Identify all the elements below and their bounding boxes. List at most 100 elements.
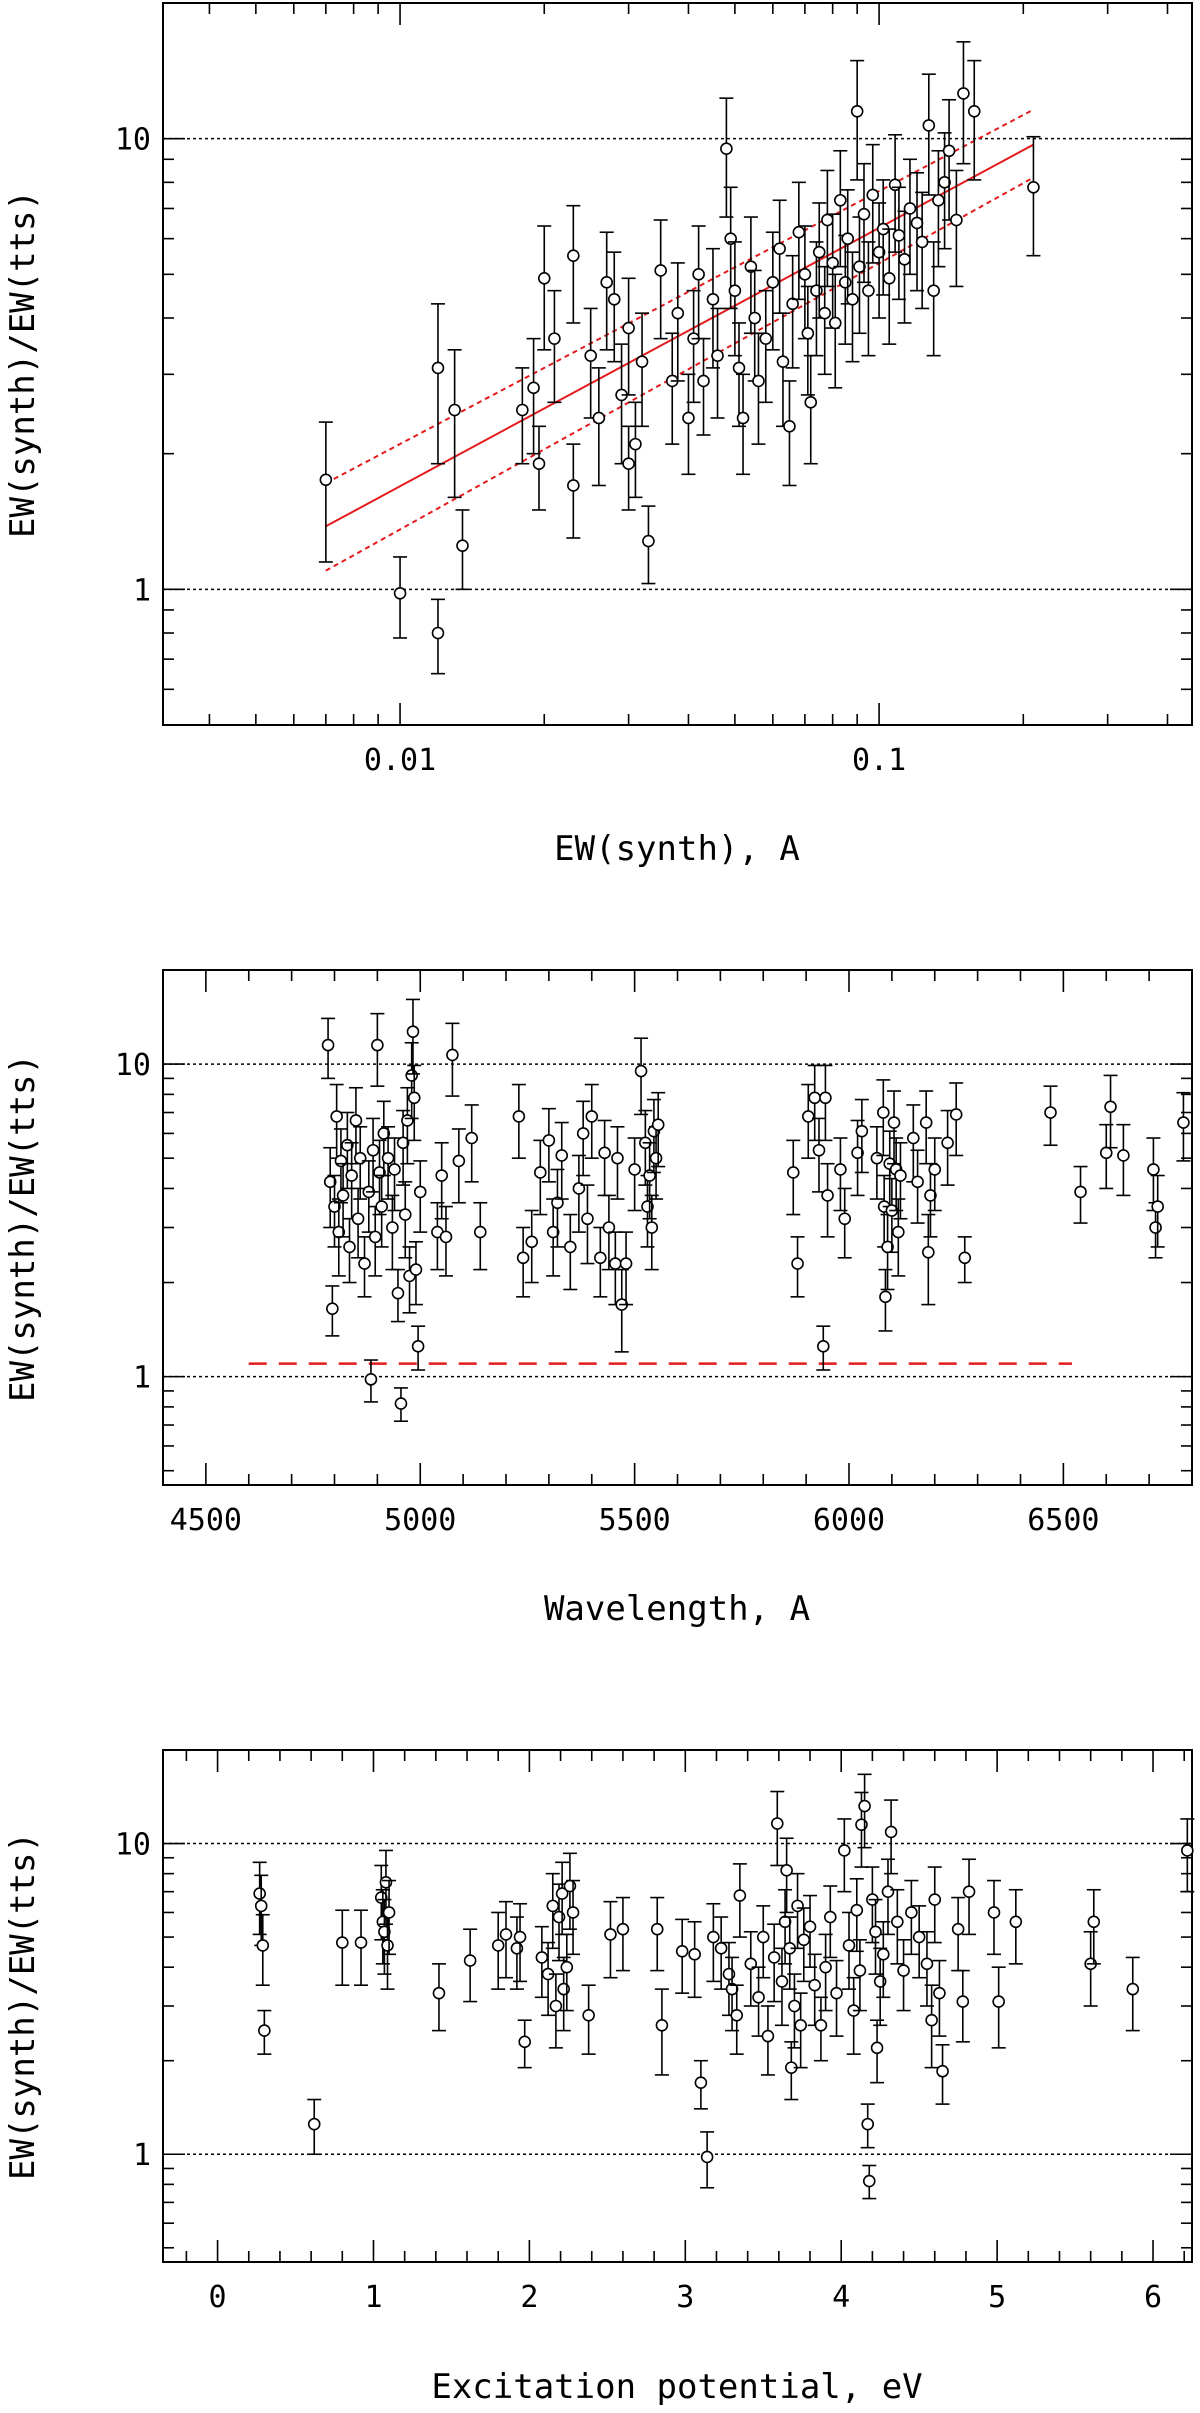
panel-wavelength: 1 10 4500 5000 5500 6000 6500 Wavelength, A EW…: [3, 969, 1193, 1629]
point-marker: [783, 420, 796, 433]
data-point: [842, 1911, 856, 1990]
point-marker: [473, 1225, 487, 1239]
point-marker: [870, 1151, 884, 1165]
point-marker: [707, 1930, 720, 1944]
data-point: [1125, 1956, 1140, 2032]
data-point: [670, 262, 685, 382]
point-marker: [808, 1978, 822, 1992]
point-marker: [872, 245, 886, 259]
data-point: [405, 998, 420, 1075]
point-marker: [838, 276, 852, 289]
point-marker: [812, 1143, 826, 1157]
x-tick-label: 6: [1144, 2280, 1162, 2315]
point-marker: [744, 260, 758, 273]
y-axis-label: EW(synth)/EW(tts): [3, 190, 43, 538]
data-point: [651, 1091, 666, 1168]
point-marker: [924, 1189, 937, 1202]
point-marker: [307, 2117, 321, 2131]
data-point: [986, 1879, 1001, 1956]
data-point: [464, 1104, 479, 1183]
data-point: [599, 231, 614, 351]
y-tick-label: 10: [115, 1828, 151, 1863]
data-point: [921, 1213, 936, 1306]
data-point: [430, 303, 445, 465]
point-marker: [377, 1127, 391, 1140]
data-point: [387, 1137, 402, 1212]
point-marker: [1151, 1200, 1164, 1213]
point-marker: [881, 1885, 895, 1898]
data-point: [593, 1226, 608, 1298]
data-point: [800, 285, 815, 396]
data-point: [772, 199, 787, 314]
point-marker: [582, 2009, 595, 2022]
data-point: [991, 1966, 1006, 2049]
point-marker: [491, 1939, 505, 1952]
point-marker: [551, 1196, 564, 1210]
data-point: [706, 1902, 721, 1983]
point-marker: [407, 1091, 421, 1105]
point-marker: [905, 1906, 918, 1919]
data-point: [852, 1938, 867, 2012]
point-marker: [607, 293, 621, 306]
data-point: [566, 204, 581, 324]
data-point: [621, 277, 636, 396]
point-marker: [692, 268, 705, 281]
point-marker: [532, 457, 546, 471]
data-point: [370, 1012, 385, 1087]
point-marker: [853, 1964, 867, 1977]
data-point: [837, 1818, 852, 1893]
data-point: [603, 1900, 618, 1979]
data-points: [252, 1773, 1195, 2200]
point-marker: [834, 193, 847, 207]
data-point: [318, 421, 333, 563]
point-marker: [336, 1189, 350, 1202]
data-point: [516, 1226, 531, 1298]
data-point: [872, 202, 887, 319]
data-point: [654, 1988, 669, 2076]
point-marker: [794, 2019, 807, 2032]
data-point: [515, 367, 530, 465]
x-tick-label: 5: [988, 2280, 1006, 2315]
point-marker: [853, 260, 866, 273]
data-point: [591, 367, 606, 487]
point-marker: [396, 1136, 410, 1150]
point-marker: [634, 1064, 648, 1078]
point-marker: [1027, 180, 1040, 194]
x-tick-label: 5000: [384, 1503, 456, 1538]
point-marker: [1117, 1149, 1130, 1162]
point-marker: [816, 1340, 830, 1353]
data-point: [850, 59, 865, 181]
point-marker: [364, 1373, 378, 1386]
point-marker: [801, 1110, 815, 1123]
point-marker: [949, 1108, 963, 1121]
data-point: [641, 505, 656, 585]
point-marker: [962, 1885, 976, 1898]
data-point: [583, 307, 598, 419]
point-marker: [819, 1091, 832, 1105]
point-marker: [846, 293, 859, 306]
point-marker: [857, 207, 871, 221]
data-point: [927, 1866, 942, 1944]
data-point: [393, 1387, 408, 1423]
data-point: [537, 225, 552, 351]
data-point: [700, 2131, 715, 2189]
point-marker: [432, 1986, 446, 2000]
fit-band-line: [325, 176, 1034, 572]
data-point: [381, 1125, 396, 1200]
point-marker: [335, 1936, 349, 1949]
point-marker: [650, 1922, 664, 1936]
point-marker: [431, 361, 445, 375]
point-marker: [354, 1936, 368, 1949]
point-marker: [907, 1131, 920, 1145]
data-point: [517, 2019, 532, 2069]
data-point: [635, 312, 650, 428]
point-marker: [642, 534, 655, 548]
data-point: [949, 169, 964, 288]
plot-frame: [162, 2, 1193, 726]
point-marker: [830, 1986, 843, 2000]
point-marker: [892, 229, 906, 242]
reference-lines: [163, 1842, 1192, 2155]
point-marker: [351, 1212, 365, 1226]
data-point: [924, 1984, 939, 2069]
